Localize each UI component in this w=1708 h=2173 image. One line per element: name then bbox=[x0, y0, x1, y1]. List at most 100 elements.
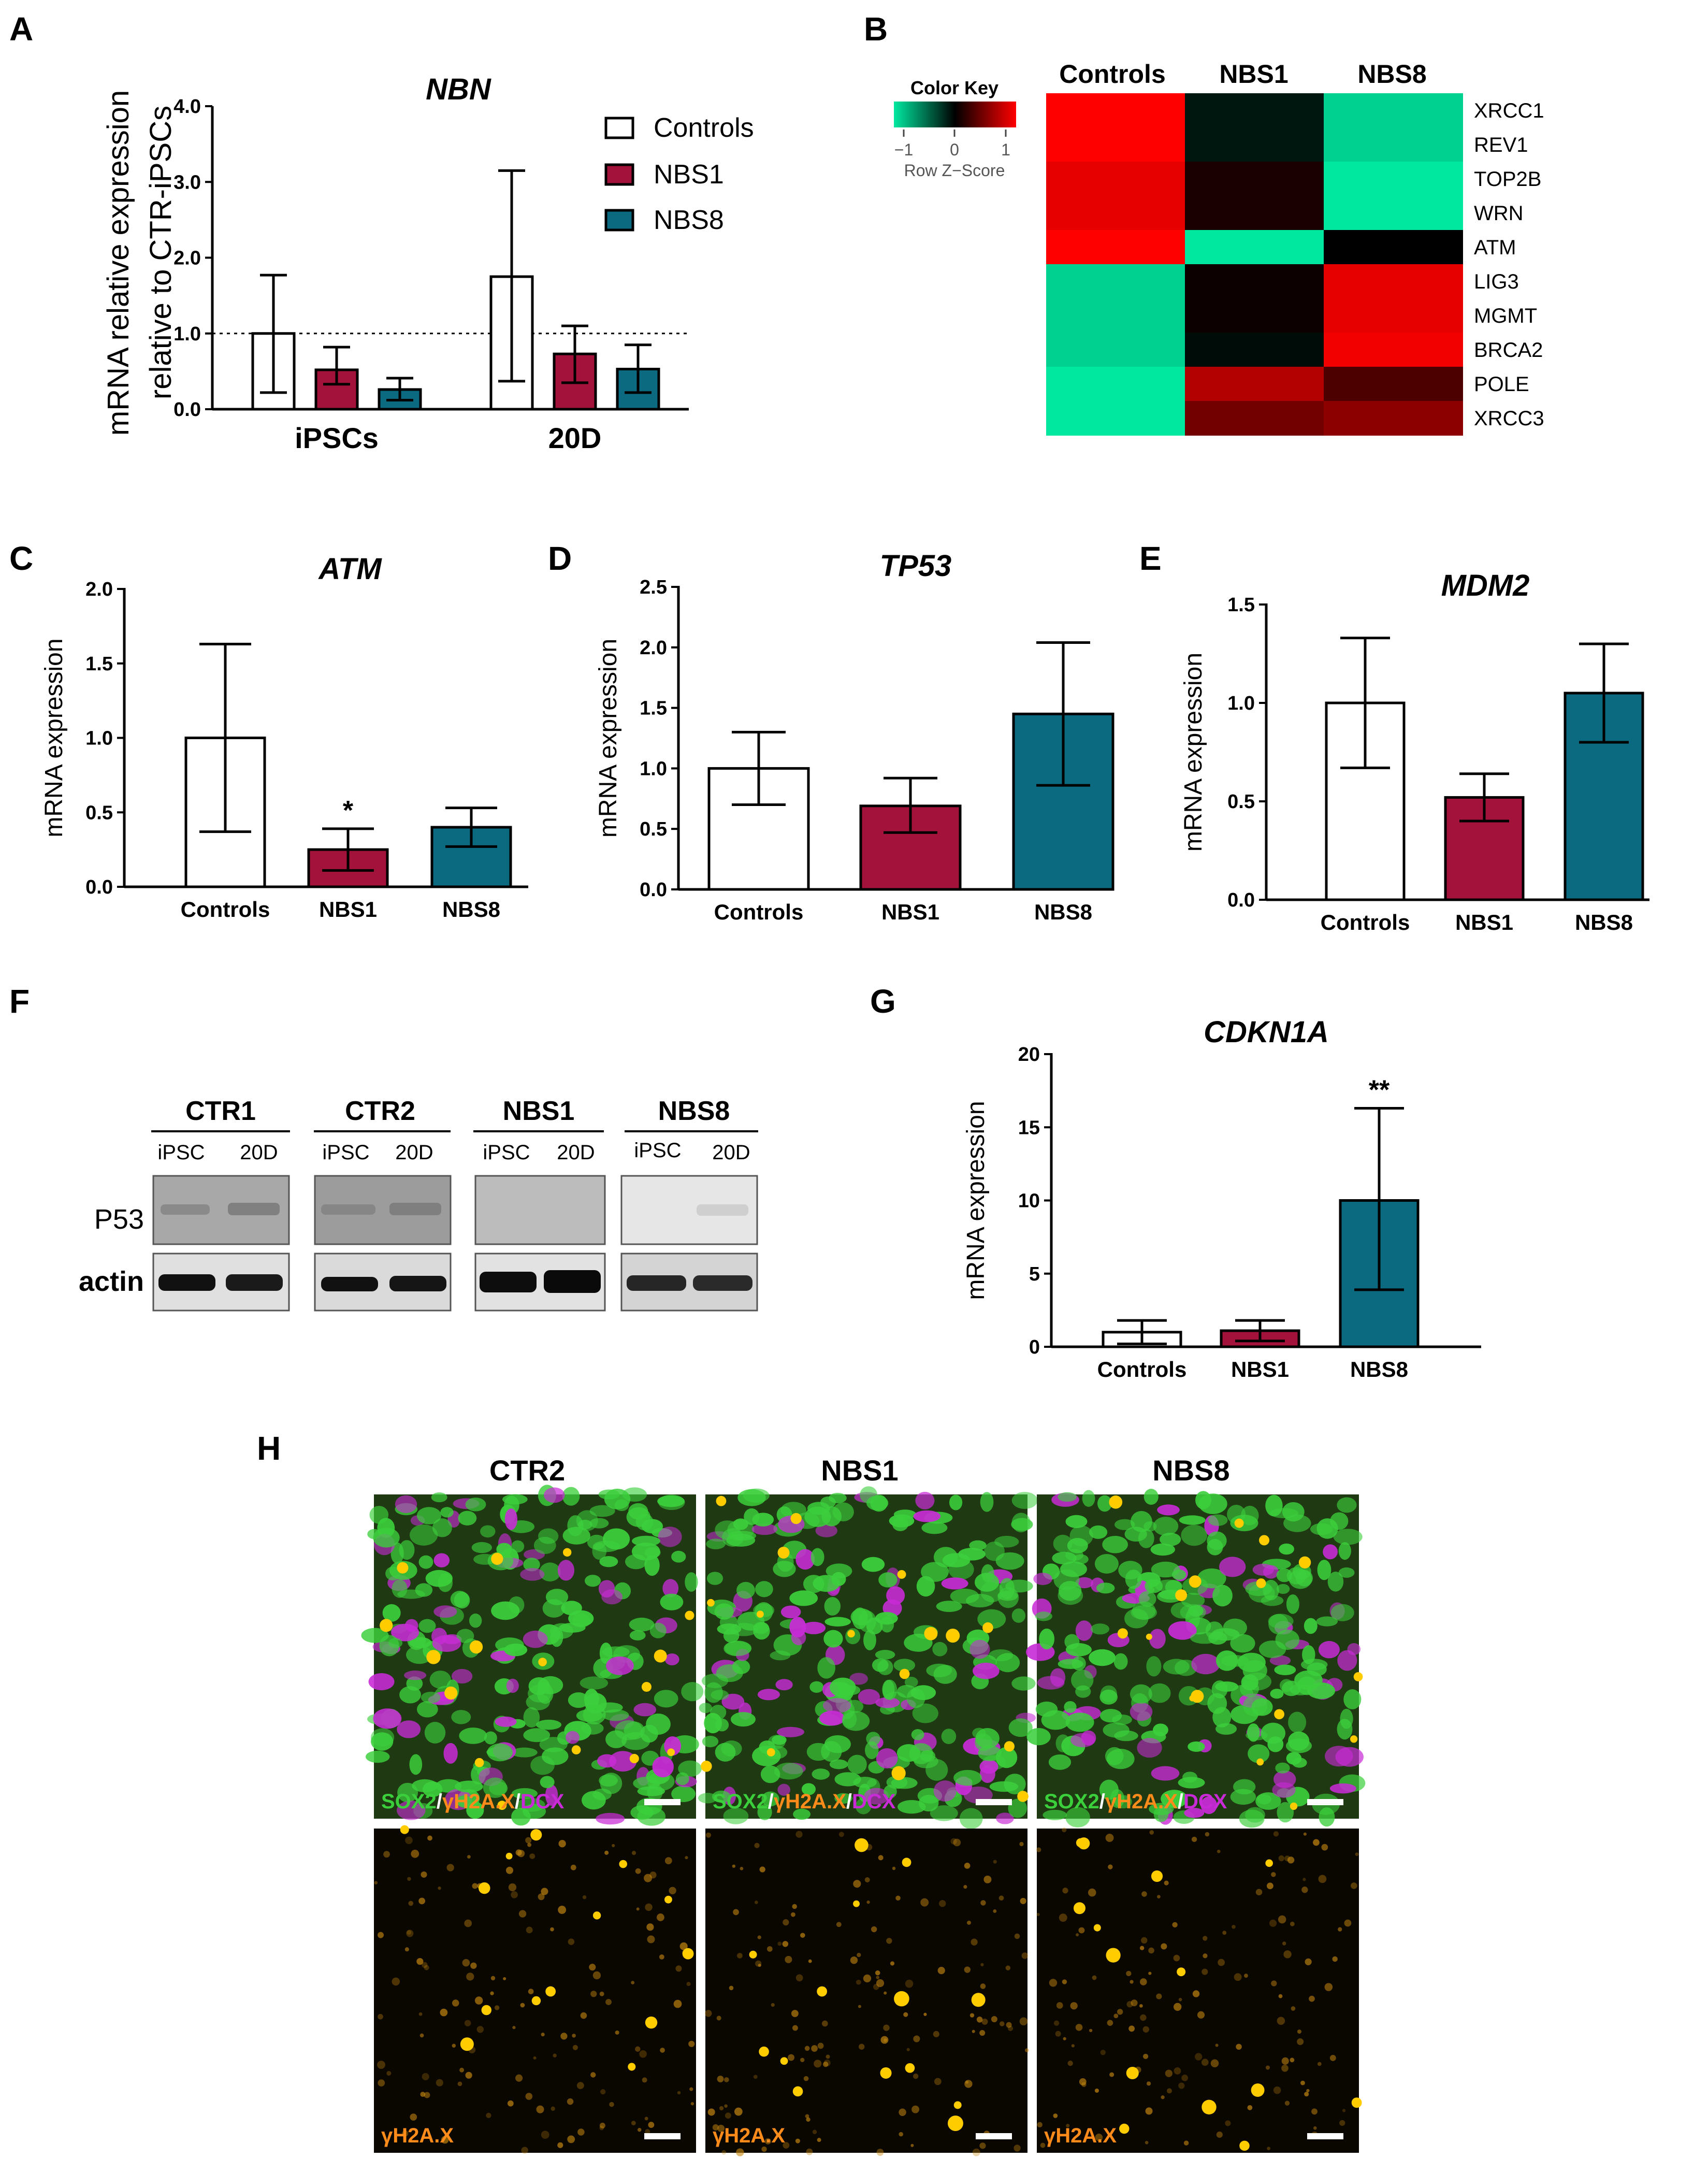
if-cell bbox=[1208, 1514, 1228, 1526]
if-cell bbox=[865, 1741, 879, 1760]
if-speckle bbox=[1024, 2048, 1029, 2052]
if-cell bbox=[834, 1772, 861, 1787]
if-cell bbox=[1215, 1681, 1239, 1692]
if-speckle bbox=[553, 2053, 557, 2057]
if-cell bbox=[1261, 1722, 1285, 1744]
if-cell bbox=[1215, 1650, 1238, 1671]
if-speckle bbox=[871, 1926, 877, 1933]
if-image-grid bbox=[361, 1485, 1366, 2156]
if-cell bbox=[671, 1550, 686, 1563]
if-cell bbox=[706, 1572, 723, 1585]
if-speckle bbox=[1062, 1979, 1067, 1984]
if-speckle bbox=[705, 1832, 712, 1838]
if-speckle bbox=[636, 1907, 640, 1911]
if-cell bbox=[722, 1528, 744, 1547]
if-cell bbox=[1243, 1673, 1272, 1691]
if-speckle bbox=[646, 1923, 654, 1931]
if-label-part: / bbox=[1178, 1790, 1183, 1813]
if-speckle bbox=[675, 1965, 682, 1972]
if-speckle bbox=[705, 2010, 712, 2017]
if-speckle bbox=[1355, 1852, 1359, 1857]
if-foci bbox=[592, 1911, 601, 1920]
if-speckle bbox=[1149, 1830, 1154, 1835]
if-cell bbox=[433, 1605, 457, 1618]
if-speckle bbox=[1265, 2065, 1270, 2070]
panel-label-c: C bbox=[9, 540, 33, 577]
if-cell bbox=[1075, 1620, 1093, 1641]
if-speckle bbox=[673, 1999, 682, 2008]
if-speckle bbox=[858, 2044, 865, 2050]
if-foci bbox=[628, 2063, 636, 2071]
if-speckle bbox=[637, 2127, 642, 2132]
if-cell bbox=[630, 1805, 654, 1820]
if-speckle bbox=[1079, 2078, 1087, 2085]
if-cell bbox=[1276, 1584, 1290, 1594]
panel-c: C ATM mRNA expression 0.0 0.5 1.0 1.5 2.0 Contr… bbox=[9, 540, 528, 922]
if-speckle bbox=[1342, 2109, 1346, 2112]
if-speckle bbox=[733, 1909, 739, 1916]
if-speckle bbox=[567, 2098, 574, 2105]
heatmap-cell bbox=[1324, 196, 1463, 231]
if-speckle bbox=[644, 1874, 653, 1882]
if-speckle bbox=[1290, 1921, 1295, 1926]
if-speckle bbox=[1037, 2122, 1043, 2127]
if-speckle bbox=[1278, 1855, 1285, 1862]
wb-lane-label: 20D bbox=[240, 1141, 278, 1164]
if-cell bbox=[1237, 1652, 1266, 1673]
color-key-tick-0: 0 bbox=[950, 140, 959, 159]
if-speckle bbox=[1140, 2014, 1147, 2021]
legend-swatch-controls bbox=[604, 117, 634, 139]
y-tick-label: 1.0 bbox=[640, 758, 667, 780]
if-foci bbox=[902, 1858, 911, 1867]
if-cell bbox=[484, 1731, 497, 1745]
if-cell bbox=[1033, 1573, 1052, 1585]
if-speckle bbox=[440, 2008, 448, 2017]
heatmap-cell bbox=[1046, 230, 1185, 265]
if-cell bbox=[1145, 1579, 1163, 1593]
if-speckle bbox=[1191, 1836, 1197, 1843]
if-foci bbox=[1351, 2097, 1362, 2108]
if-cell bbox=[1286, 1567, 1307, 1585]
if-speckle bbox=[1287, 1857, 1295, 1864]
if-cell bbox=[455, 1780, 483, 1793]
if-foci bbox=[619, 1860, 628, 1868]
if-cell bbox=[770, 1650, 791, 1661]
if-foci bbox=[1259, 1535, 1270, 1546]
if-cell bbox=[757, 1804, 772, 1820]
if-speckle bbox=[791, 1912, 795, 1917]
if-speckle bbox=[800, 1933, 805, 1938]
if-speckle bbox=[615, 2030, 619, 2035]
wb-lane-label: 20D bbox=[557, 1141, 595, 1164]
if-cell bbox=[1153, 1517, 1179, 1536]
if-cell bbox=[585, 1575, 601, 1587]
if-speckle bbox=[515, 2074, 523, 2082]
if-speckle bbox=[821, 2020, 828, 2027]
if-cell bbox=[1053, 1534, 1073, 1553]
if-speckle bbox=[1156, 1993, 1162, 1999]
if-foci bbox=[481, 2005, 491, 2016]
if-speckle bbox=[1243, 1974, 1248, 1978]
if-cell bbox=[918, 1794, 939, 1812]
if-foci bbox=[924, 1627, 938, 1640]
if-cell bbox=[1168, 1621, 1197, 1640]
chart-title: TP53 bbox=[880, 549, 952, 583]
if-speckle bbox=[690, 2102, 694, 2106]
if-speckle bbox=[407, 1930, 412, 1935]
if-cell bbox=[466, 1801, 484, 1819]
if-speckle bbox=[645, 2129, 650, 2135]
if-speckle bbox=[724, 2104, 728, 2108]
if-cell bbox=[1102, 1535, 1128, 1553]
if-foci bbox=[716, 1495, 727, 1506]
if-foci bbox=[397, 1562, 409, 1574]
if-foci bbox=[1265, 1859, 1273, 1867]
if-speckle bbox=[1053, 2113, 1058, 2118]
significance-marker: * bbox=[343, 796, 354, 826]
if-cell bbox=[566, 1731, 580, 1744]
heatmap-row-label: TOP2B bbox=[1474, 168, 1541, 191]
if-speckle bbox=[1059, 1913, 1067, 1922]
scale-bar bbox=[644, 1799, 681, 1805]
if-speckle bbox=[780, 2129, 784, 2133]
heatmap-row-label: REV1 bbox=[1474, 134, 1528, 156]
if-speckle bbox=[771, 2003, 775, 2007]
if-speckle bbox=[464, 1919, 472, 1927]
